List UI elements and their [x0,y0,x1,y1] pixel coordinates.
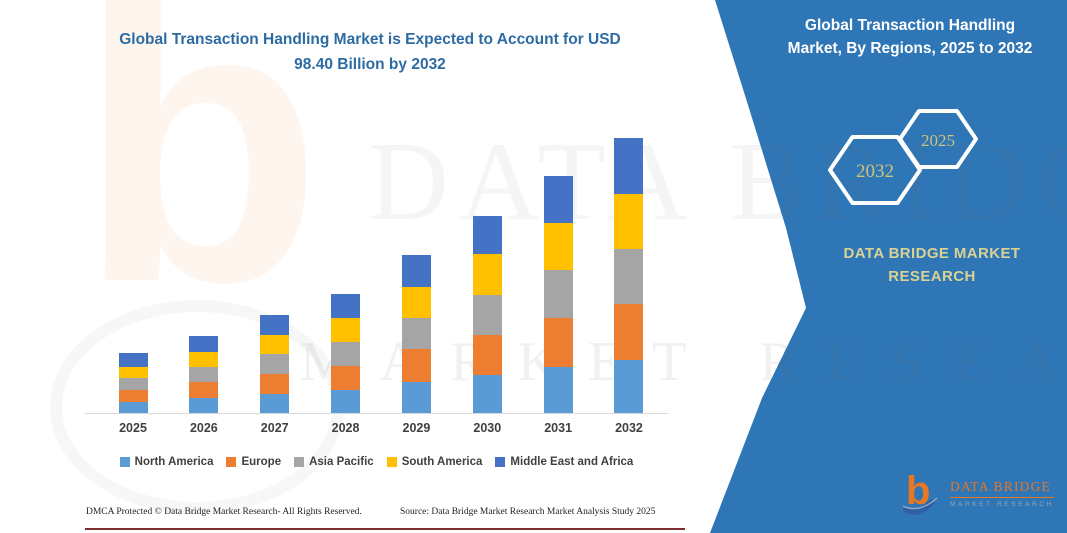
bar-segment-2028-europe [331,365,361,390]
bar-segment-2025-north-america [118,402,148,413]
x-axis-label-2027: 2027 [260,421,289,435]
bar-2027 [260,315,290,413]
hexagon-2032-label: 2032 [856,161,894,182]
bar-2026 [189,336,219,413]
bar-segment-2027-europe [260,373,290,394]
x-axis-label-2028: 2028 [331,421,360,435]
bar-segment-2029-south-america [401,286,431,318]
bar-segment-2026-asia-pacific [189,366,219,383]
legend-item-asia-pacific: Asia Pacific [294,456,374,468]
panel-title-line1: Global Transaction Handling [804,17,1016,34]
bar-segment-2030-south-america [472,253,502,296]
bar-2029 [401,255,431,413]
legend-swatch [226,457,237,467]
legend-label: Asia Pacific [309,456,374,468]
legend-label: Europe [241,456,282,468]
bar-segment-2027-asia-pacific [260,354,290,374]
x-axis-label-2030: 2030 [473,421,502,435]
bar-segment-2032-north-america [614,359,644,413]
databridge-logo: b DATA BRIDGE MARKET RESEARCH [903,468,1054,518]
bar-segment-2025-europe [118,389,148,403]
chart-legend: North America Europe Asia Pacific South Ame… [85,456,668,468]
bar-segment-2032-asia-pacific [614,249,644,304]
bar-segment-2025-middle-east-and-africa [118,353,148,368]
x-axis-label-2025: 2025 [119,421,147,435]
bar-segment-2031-south-america [543,222,573,270]
logo-swoosh-gray [903,497,938,510]
bar-segment-2028-south-america [331,318,361,342]
bar-2032 [614,138,644,413]
year-hexagons: 2032 2025 [828,109,978,205]
logo-name: DATA BRIDGE [950,479,1054,498]
panel-title: Global Transaction Handling Market, By R… [762,14,1058,61]
databridge-logo-icon: b [903,469,938,515]
logo-text: DATA BRIDGE MARKET RESEARCH [950,479,1054,508]
bar-segment-2032-south-america [614,194,644,250]
bar-segment-2026-north-america [189,397,219,413]
footer-rule [85,528,685,530]
hexagon-2032 [828,135,922,205]
bar-2031 [543,176,573,413]
bar-segment-2030-asia-pacific [472,295,502,336]
bar-segment-2027-north-america [260,393,290,413]
legend-swatch [386,457,397,467]
legend-item-middle-east-and-africa: Middle East and Africa [495,456,633,468]
bar-segment-2030-north-america [472,375,502,413]
bar-segment-2028-middle-east-and-africa [331,294,361,318]
bar-segment-2027-middle-east-and-africa [260,315,290,335]
legend-item-north-america: North America [119,456,214,468]
bar-segment-2027-south-america [260,334,290,355]
watermark-logo-b: b [78,0,323,365]
legend-item-europe: Europe [226,456,281,468]
bar-segment-2029-asia-pacific [401,317,431,349]
brand-text: DATA BRIDGE MARKET RESEARCH [812,242,1052,289]
hexagon-2025-label: 2025 [921,131,955,150]
bar-segment-2025-asia-pacific [118,377,148,390]
bar-2028 [331,294,361,413]
chart-title-line1: Global Transaction Handling Market is Ex… [119,31,621,48]
bar-segment-2025-south-america [118,367,148,378]
bar-segment-2029-north-america [401,381,431,413]
bar-segment-2030-europe [472,335,502,376]
legend-label: North America [134,456,214,468]
bar-segment-2029-europe [401,348,431,382]
legend-swatch [294,457,305,467]
panel-title-line2: Market, By Regions, 2025 to 2032 [787,40,1033,58]
chart-title: Global Transaction Handling Market is Ex… [60,28,680,78]
footer-source: Source: Data Bridge Market Research Mark… [400,507,656,517]
bar-segment-2026-south-america [189,352,219,367]
legend-label: South America [401,456,483,468]
bar-2025 [118,353,148,413]
legend-swatch [119,457,130,467]
hexagon-2025 [898,109,978,169]
brand-text-line2: RESEARCH [888,268,976,286]
stacked-bar-chart: 2025 2026 2027 2028 2029 2030 2031 2032 [85,120,668,435]
x-axis-label-2026: 2026 [189,421,218,435]
bar-segment-2029-middle-east-and-africa [401,255,431,287]
bar-segment-2030-middle-east-and-africa [472,216,502,254]
x-axis-label-2029: 2029 [402,421,431,435]
bar-2030 [472,216,502,413]
bar-segment-2031-asia-pacific [543,269,573,318]
bar-segment-2032-europe [614,303,644,360]
bar-segment-2031-middle-east-and-africa [543,176,573,223]
legend-label: Middle East and Africa [510,456,634,468]
bar-segment-2031-europe [543,317,573,367]
footer-copyright: DMCA Protected © Data Bridge Market Rese… [86,507,362,517]
bar-segment-2032-middle-east-and-africa [614,138,644,195]
brand-text-line1: DATA BRIDGE MARKET [843,245,1021,262]
x-axis-label-2032: 2032 [615,421,643,435]
bar-segment-2026-europe [189,382,219,398]
legend-swatch [495,457,506,467]
x-axis-label-2031: 2031 [544,421,573,435]
bar-segment-2028-north-america [331,389,361,413]
chart-title-line2: 98.40 Billion by 2032 [294,55,446,73]
legend-item-south-america: South America [386,456,483,468]
bar-segment-2031-north-america [543,366,573,413]
logo-tagline: MARKET RESEARCH [950,500,1054,508]
bar-segment-2026-middle-east-and-africa [189,336,219,353]
bar-segment-2028-asia-pacific [331,341,361,366]
